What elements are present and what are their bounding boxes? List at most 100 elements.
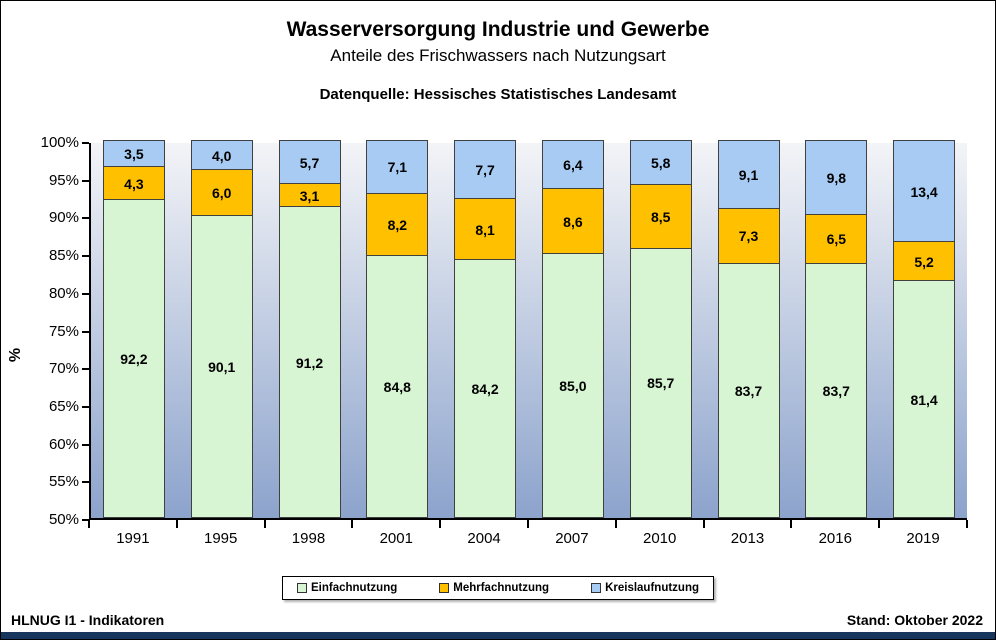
bottom-accent-bar xyxy=(1,632,995,639)
bar-value-label: 9,8 xyxy=(826,169,847,186)
bar-segment-mehrfachnutzung xyxy=(629,183,692,249)
bar-value-label: 8,5 xyxy=(650,208,671,225)
x-tick-label: 1998 xyxy=(291,530,326,547)
y-tick-label: 60% xyxy=(48,435,79,453)
legend-swatch-einfachnutzung xyxy=(297,583,307,593)
x-tick-mark xyxy=(614,520,617,528)
y-tick-mark xyxy=(82,179,89,182)
x-tick-mark xyxy=(878,520,881,528)
x-tick-label: 2010 xyxy=(643,530,677,547)
x-tick-label: 2019 xyxy=(906,530,940,547)
bar-value-label: 6,5 xyxy=(826,231,847,248)
bar-segment-einfachnutzung xyxy=(454,259,517,518)
bar-value-label: 8,6 xyxy=(563,213,583,230)
x-tick-mark xyxy=(966,520,968,528)
bar-segment-einfachnutzung xyxy=(278,206,341,518)
x-tick-label: 2013 xyxy=(730,530,765,547)
x-tick-mark xyxy=(263,520,266,528)
chart-title: Wasserversorgung Industrie und Gewerbe xyxy=(286,18,710,41)
y-tick-mark xyxy=(82,443,89,446)
bar-value-label: 13,4 xyxy=(910,183,938,200)
bar-segment-kreislaufnutzung xyxy=(366,140,429,194)
x-tick-mark xyxy=(527,520,529,528)
y-tick-label: 85% xyxy=(48,247,79,265)
bar-value-label: 7,3 xyxy=(738,228,759,245)
bar-segment-einfachnutzung xyxy=(717,262,780,518)
y-tick-mark xyxy=(82,255,89,258)
bar-segment-einfachnutzung xyxy=(102,198,165,518)
bar-value-label: 7,7 xyxy=(475,162,495,179)
x-tick-label: 2004 xyxy=(467,530,501,547)
x-tick-label: 2001 xyxy=(379,530,413,547)
x-tick-mark xyxy=(439,520,442,528)
y-tick-label: 70% xyxy=(48,360,79,378)
chart-header: Wasserversorgung Industrie und Gewerbe A… xyxy=(1,17,995,104)
x-tick-label: 2007 xyxy=(555,530,589,547)
bar-value-label: 92,2 xyxy=(120,350,148,367)
bar-segment-kreislaufnutzung xyxy=(717,140,780,209)
x-tick-mark xyxy=(351,520,354,528)
bar-value-label: 4,3 xyxy=(124,175,144,192)
y-tick-mark xyxy=(82,519,89,521)
chart-subtitle: Anteile des Frischwassers nach Nutzungsa… xyxy=(330,46,666,65)
bar-segment-kreislaufnutzung xyxy=(278,140,341,184)
bar-value-label: 5,8 xyxy=(650,154,671,171)
bar-value-label: 91,2 xyxy=(295,354,324,371)
bar-segment-einfachnutzung xyxy=(893,280,956,518)
bar-value-label: 4,0 xyxy=(211,147,232,164)
bar-segment-kreislaufnutzung xyxy=(805,140,868,215)
bar-value-label: 83,7 xyxy=(822,382,850,399)
bar-segment-mehrfachnutzung xyxy=(541,188,604,255)
bar-segment-einfachnutzung xyxy=(366,254,429,518)
x-tick-mark xyxy=(702,520,705,528)
y-tick-label: 75% xyxy=(48,322,79,340)
bar-segment-kreislaufnutzung xyxy=(893,140,956,243)
bar-segment-mehrfachnutzung xyxy=(805,213,868,264)
x-tick-label: 1991 xyxy=(116,530,150,547)
bar-segment-mehrfachnutzung xyxy=(454,198,517,261)
y-tick-mark xyxy=(82,368,89,371)
plot-area: 92,2 4,3 3,5 90,1 6,0 4,0 91,2 3,1 5,7 84,8 8,2 7,1… xyxy=(89,140,967,520)
footer-left-text: HLNUG I1 - Indikatoren xyxy=(11,612,165,628)
legend-label: Einfachnutzung xyxy=(311,582,398,594)
bar-value-label: 9,1 xyxy=(738,166,759,183)
legend-item: Mehrfachnutzung xyxy=(439,582,549,594)
bar-value-label: 3,1 xyxy=(299,187,320,204)
x-tick-mark xyxy=(790,520,793,528)
y-tick-label: 100% xyxy=(40,134,79,151)
y-tick-label: 80% xyxy=(48,284,79,302)
legend-swatch-kreislaufnutzung xyxy=(591,583,602,593)
legend-swatch-mehrfachnutzung xyxy=(439,583,450,593)
legend-label: Kreislaufnutzung xyxy=(605,582,699,594)
legend-label: Mehrfachnutzung xyxy=(453,582,550,594)
bar-segment-kreislaufnutzung xyxy=(190,140,253,171)
chart-source-note: Datenquelle: Hessisches Statistisches La… xyxy=(319,86,677,103)
bar-segment-einfachnutzung xyxy=(541,253,604,518)
bar-segment-mehrfachnutzung xyxy=(102,166,165,200)
y-tick-label: 65% xyxy=(48,397,79,415)
bar-segment-einfachnutzung xyxy=(190,214,253,518)
bar-value-label: 6,0 xyxy=(211,185,232,202)
bar-value-label: 8,2 xyxy=(387,216,408,233)
bar-value-label: 84,2 xyxy=(471,381,499,398)
bar-value-label: 84,8 xyxy=(383,378,411,395)
bar-value-label: 5,7 xyxy=(299,154,320,171)
footer-right-text: Stand: Oktober 2022 xyxy=(846,612,983,628)
bar-value-label: 5,2 xyxy=(914,253,934,270)
bar-value-label: 8,1 xyxy=(475,221,495,238)
legend-item: Kreislaufnutzung xyxy=(591,582,699,594)
bar-segment-einfachnutzung xyxy=(805,262,868,518)
y-tick-mark xyxy=(82,330,89,333)
bar-segment-mehrfachnutzung xyxy=(190,169,253,216)
bar-segment-kreislaufnutzung xyxy=(629,140,692,185)
bar-segment-mehrfachnutzung xyxy=(278,183,341,208)
bar-value-label: 85,7 xyxy=(647,375,675,392)
y-tick-mark xyxy=(82,405,89,408)
y-tick-mark xyxy=(82,292,89,295)
x-tick-label: 2016 xyxy=(818,530,852,547)
bar-segment-kreislaufnutzung xyxy=(102,140,165,168)
bar-value-label: 6,4 xyxy=(563,157,583,174)
bar-value-label: 85,0 xyxy=(559,378,587,395)
y-tick-label: 90% xyxy=(48,209,79,227)
y-tick-label: 50% xyxy=(48,511,79,528)
